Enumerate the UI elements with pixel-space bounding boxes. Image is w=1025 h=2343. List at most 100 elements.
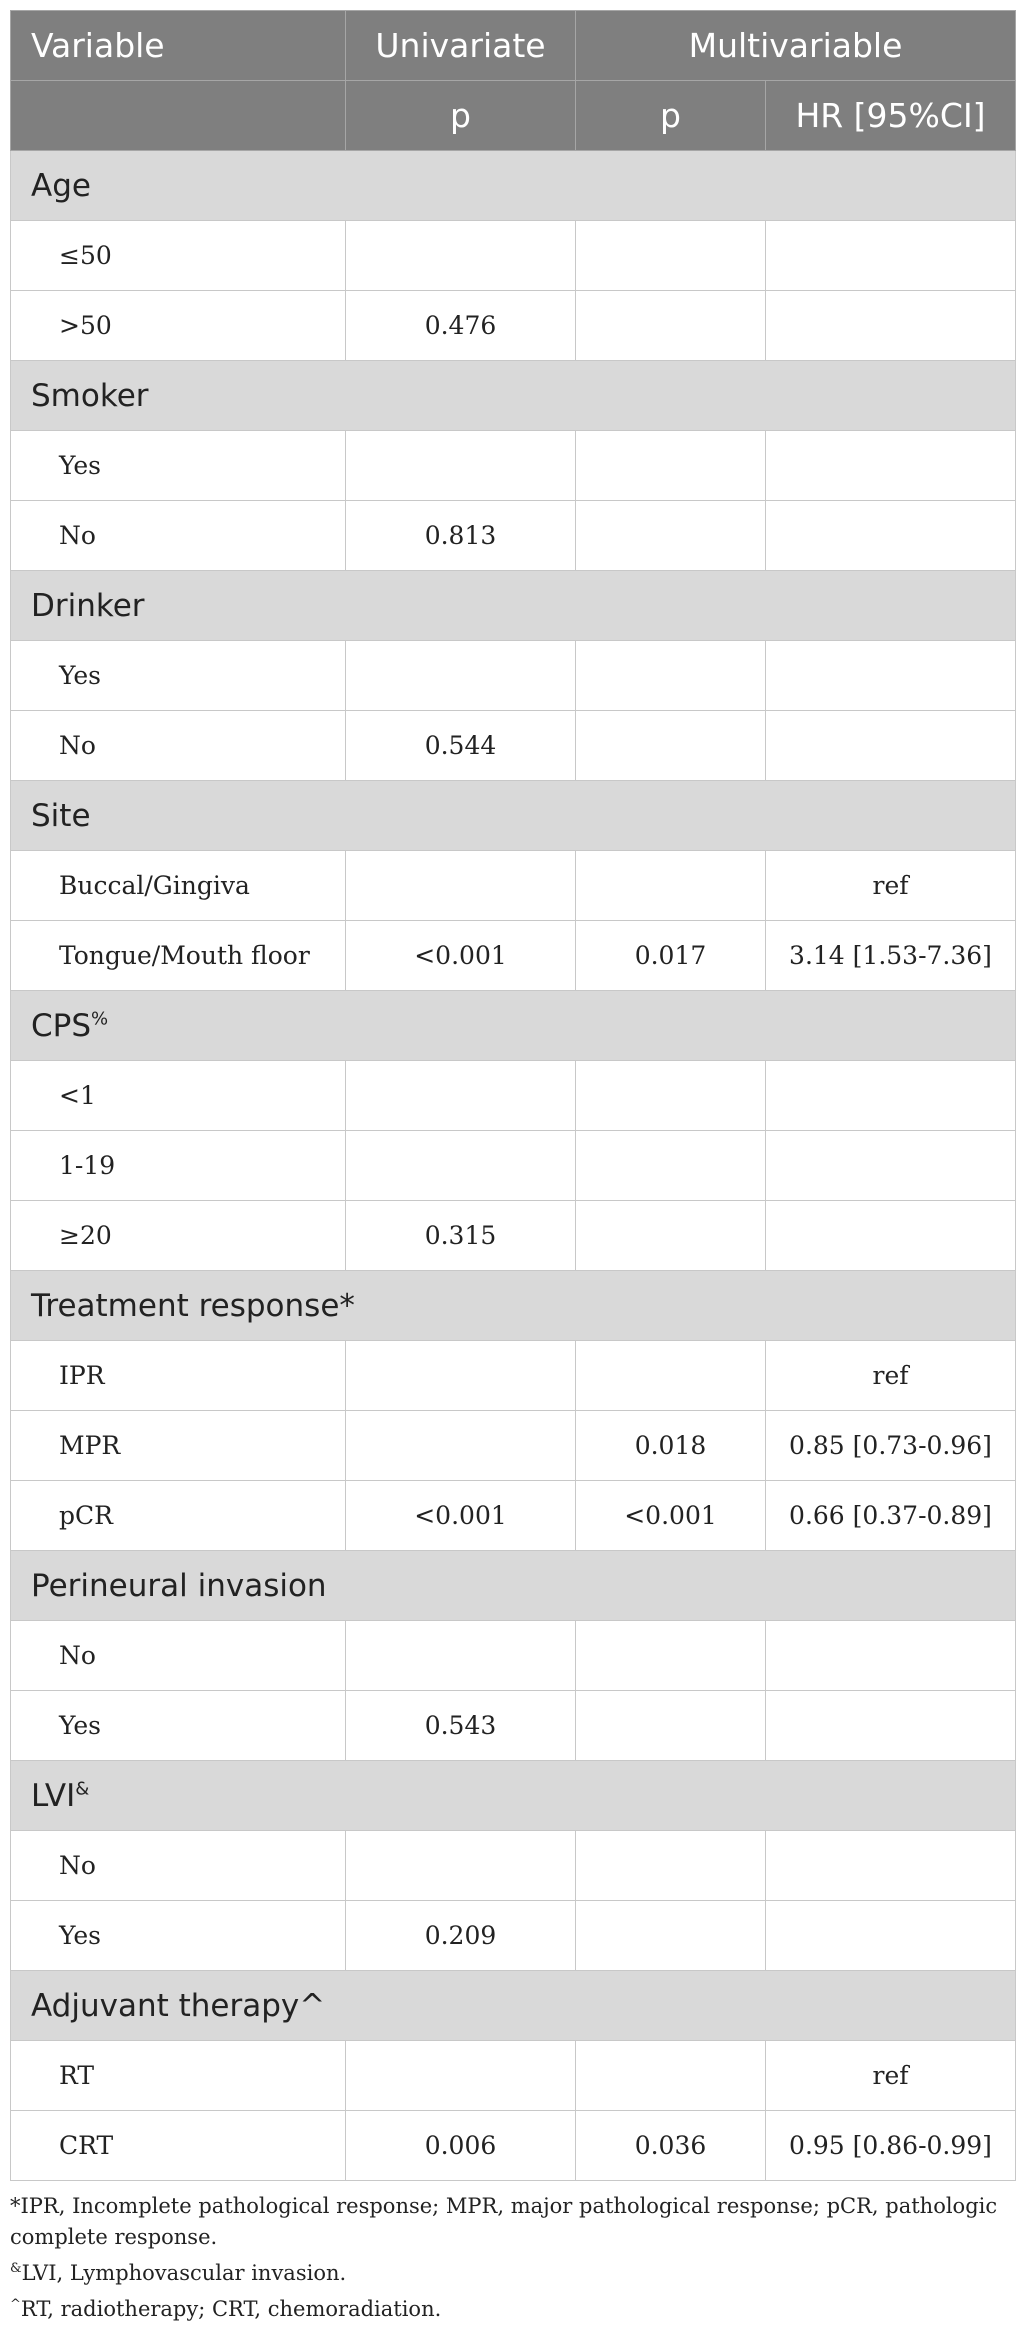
p-univariate-cell: 0.544 — [345, 710, 576, 781]
p-univariate-cell — [345, 1410, 576, 1481]
table-row: <1 — [10, 1060, 1017, 1131]
category-label-cell: Age — [9, 150, 1017, 221]
row-label: >50 — [10, 290, 346, 361]
p-univariate-cell: 0.543 — [345, 1690, 576, 1761]
row-label: Yes — [10, 1900, 346, 1971]
table-row: No 0.813 — [10, 500, 1017, 571]
p-multivariable-cell: 0.036 — [575, 2110, 766, 2181]
category-row: Treatment response* — [9, 1270, 1017, 1341]
p-univariate-cell: 0.476 — [345, 290, 576, 361]
row-label: MPR — [10, 1410, 346, 1481]
p-univariate-cell — [345, 1060, 576, 1131]
row-label: pCR — [10, 1480, 346, 1551]
row-label: No — [10, 500, 346, 571]
header-variable: Variable — [10, 10, 346, 81]
hr-cell — [764, 500, 1017, 571]
category-label: Age — [31, 167, 91, 204]
table-row: >50 0.476 — [10, 290, 1017, 361]
category-label-cell: Site — [9, 780, 1017, 851]
p-multivariable-cell — [575, 1690, 766, 1761]
row-label: No — [10, 1830, 346, 1901]
row-label: Yes — [10, 640, 346, 711]
footnote-text: RT, radiotherapy; CRT, chemoradiation. — [20, 2297, 442, 2321]
p-multivariable-cell — [575, 1060, 766, 1131]
p-univariate-cell — [345, 1340, 576, 1411]
hr-cell — [764, 1130, 1017, 1201]
table-row: Yes 0.543 — [10, 1690, 1017, 1761]
hr-cell — [764, 710, 1017, 781]
row-label: <1 — [10, 1060, 346, 1131]
p-univariate-cell — [345, 430, 576, 501]
p-multivariable-cell — [575, 1200, 766, 1271]
p-univariate-cell: 0.813 — [345, 500, 576, 571]
header-p-univariate: p — [345, 80, 576, 151]
header-row-1: Variable Univariate Multivariable — [10, 10, 1017, 81]
table-row: Yes — [10, 430, 1017, 501]
header-blank — [10, 80, 346, 151]
footnote: *IPR, Incomplete pathological response; … — [10, 2191, 1015, 2253]
hr-cell — [764, 1620, 1017, 1691]
table-row: 1-19 — [10, 1130, 1017, 1201]
p-multivariable-cell — [575, 430, 766, 501]
regression-table: Variable Univariate Multivariable p p HR… — [9, 10, 1017, 2181]
category-label-cell: Smoker — [9, 360, 1017, 431]
table-row: pCR <0.001 <0.001 0.66 [0.37-0.89] — [10, 1480, 1017, 1551]
table-row: IPR ref — [10, 1340, 1017, 1411]
p-univariate-cell: 0.315 — [345, 1200, 576, 1271]
p-multivariable-cell — [575, 640, 766, 711]
category-label: Perineural invasion — [31, 1567, 327, 1604]
p-multivariable-cell — [575, 710, 766, 781]
category-label: LVI — [31, 1777, 76, 1814]
p-multivariable-cell — [575, 500, 766, 571]
p-univariate-cell: <0.001 — [345, 1480, 576, 1551]
hr-cell — [764, 290, 1017, 361]
category-row: Adjuvant therapy^ — [9, 1970, 1017, 2041]
hr-cell: 0.95 [0.86-0.99] — [764, 2110, 1017, 2181]
category-row: LVI& — [9, 1760, 1017, 1831]
header-univariate: Univariate — [345, 10, 576, 81]
p-multivariable-cell — [575, 850, 766, 921]
p-multivariable-cell — [575, 220, 766, 291]
table-row: Yes 0.209 — [10, 1900, 1017, 1971]
row-label: IPR — [10, 1340, 346, 1411]
footnote-mark: ^ — [10, 2297, 21, 2312]
hr-cell: 0.66 [0.37-0.89] — [764, 1480, 1017, 1551]
category-superscript: % — [91, 1008, 109, 1030]
hr-cell: 3.14 [1.53-7.36] — [764, 920, 1017, 991]
p-multivariable-cell: <0.001 — [575, 1480, 766, 1551]
footnote-mark: & — [10, 2261, 22, 2276]
p-univariate-cell: <0.001 — [345, 920, 576, 991]
table-row: No — [10, 1830, 1017, 1901]
category-label-cell: Adjuvant therapy^ — [9, 1970, 1017, 2041]
row-label: RT — [10, 2040, 346, 2111]
hr-cell: 0.85 [0.73-0.96] — [764, 1410, 1017, 1481]
header-hr: HR [95%CI] — [764, 80, 1017, 151]
category-row: Perineural invasion — [9, 1550, 1017, 1621]
header-multivariable: Multivariable — [574, 10, 1017, 81]
hr-cell: ref — [764, 1340, 1017, 1411]
p-multivariable-cell — [575, 290, 766, 361]
header-row-2: p p HR [95%CI] — [10, 80, 1017, 151]
p-multivariable-cell — [575, 1130, 766, 1201]
category-label-cell: LVI& — [9, 1760, 1017, 1831]
footnote-text: LVI, Lymphovascular invasion. — [21, 2261, 347, 2285]
category-row: Smoker — [9, 360, 1017, 431]
table-row: RT ref — [10, 2040, 1017, 2111]
row-label: No — [10, 710, 346, 781]
table-row: MPR 0.018 0.85 [0.73-0.96] — [10, 1410, 1017, 1481]
category-label-cell: Perineural invasion — [9, 1550, 1017, 1621]
p-multivariable-cell — [575, 1900, 766, 1971]
p-multivariable-cell — [575, 1620, 766, 1691]
row-label: ≥20 — [10, 1200, 346, 1271]
p-univariate-cell — [345, 220, 576, 291]
category-superscript: & — [75, 1778, 90, 1800]
hr-cell: ref — [764, 2040, 1017, 2111]
p-univariate-cell: 0.209 — [345, 1900, 576, 1971]
category-row: Age — [9, 150, 1017, 221]
p-univariate-cell — [345, 1130, 576, 1201]
table-row: ≤50 — [10, 220, 1017, 291]
p-univariate-cell — [345, 640, 576, 711]
header-p-multivariable: p — [575, 80, 766, 151]
table-container: Variable Univariate Multivariable p p HR… — [9, 10, 1017, 2325]
row-label: Yes — [10, 430, 346, 501]
